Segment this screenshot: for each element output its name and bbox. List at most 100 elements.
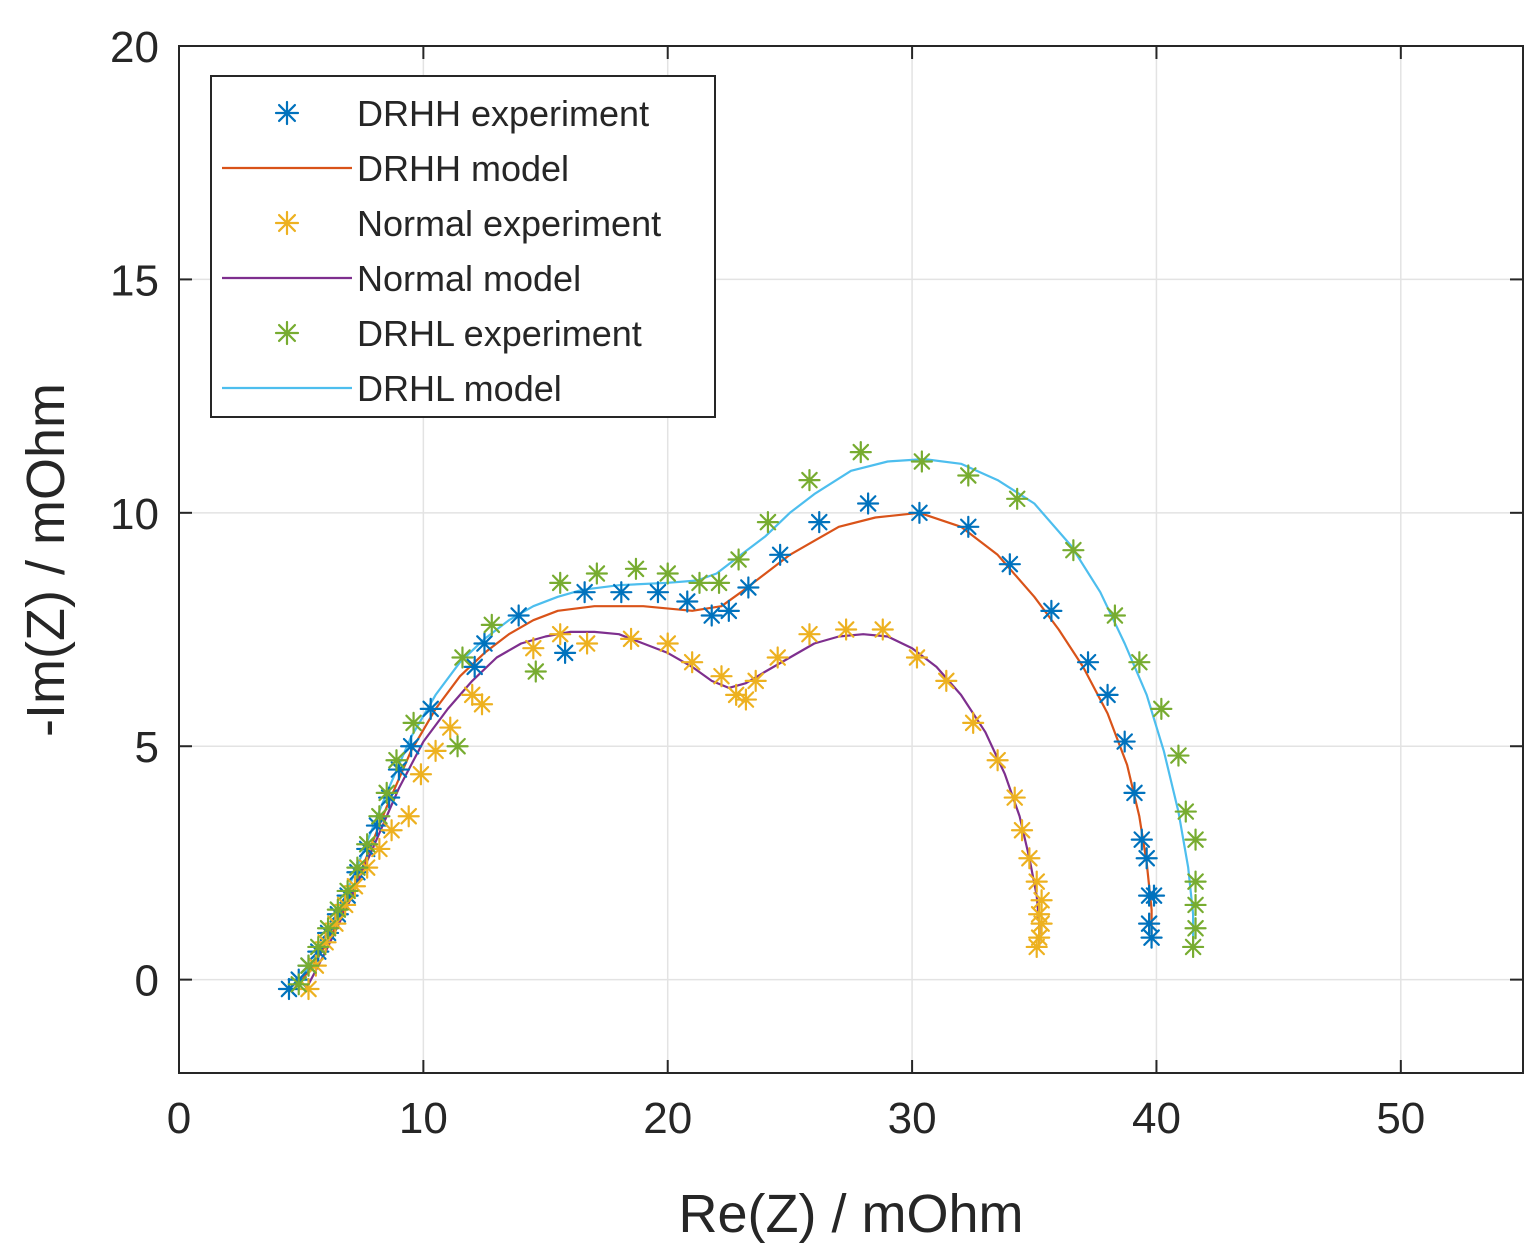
drhh-experiment-point [1096, 683, 1119, 706]
drhh-experiment-point [1040, 599, 1063, 622]
drhh-experiment-point [908, 501, 931, 524]
drhh-experiment-point [957, 515, 980, 538]
normal-experiment-point [734, 688, 758, 711]
drhl-experiment-point [336, 879, 359, 903]
normal-experiment-point [1025, 870, 1048, 893]
drhh-experiment-point [1076, 651, 1100, 674]
drhl-experiment-point [326, 898, 349, 921]
drhl-experiment-point [385, 749, 408, 772]
y-axis-label: -Im(Z) / mOhm [16, 383, 76, 737]
drhh-experiment-point [1113, 730, 1136, 753]
drhh-experiment-point [676, 590, 699, 613]
legend-label: DRHH experiment [357, 93, 649, 134]
normal-experiment-point [439, 716, 462, 739]
normal-experiment-point [575, 632, 599, 655]
legend-box [210, 75, 716, 418]
x-axis-label: Re(Z) / mOhm [679, 1184, 1024, 1244]
y-tick-label: 0 [135, 957, 159, 1006]
drhh-experiment-point [700, 604, 723, 627]
normal-experiment-point [681, 651, 704, 674]
drhl-experiment-point [707, 571, 731, 594]
drhh-experiment-series [277, 492, 1166, 1001]
normal-experiment-point [397, 805, 420, 828]
legend-marker-swatch [274, 320, 300, 346]
drhh-experiment-point [553, 641, 577, 664]
normal-model-line [305, 630, 1041, 990]
drhl-experiment-point [727, 548, 750, 571]
drhh-experiment-point [1123, 781, 1146, 805]
x-tick-label: 50 [1376, 1094, 1425, 1143]
drhl-experiment-point [356, 833, 379, 856]
normal-experiment-point [1028, 903, 1051, 926]
drhl-experiment-point [849, 441, 872, 464]
drhl-experiment-point [480, 613, 503, 636]
drhl-experiment-point [549, 571, 572, 594]
drhl-experiment-point [1006, 487, 1029, 510]
drhh-experiment-point [998, 553, 1021, 576]
drhl-experiment-point [1184, 870, 1207, 893]
y-tick-label: 5 [135, 723, 159, 772]
drhl-experiment-point [1062, 539, 1085, 562]
drhh-experiment-point [1130, 828, 1153, 851]
drhl-experiment-point [368, 805, 391, 828]
drhl-experiment-point [1184, 917, 1207, 940]
legend-marker-swatch [274, 210, 300, 236]
drhh-experiment-point [365, 814, 389, 837]
drhl-experiment-point [316, 917, 340, 940]
x-tick-label: 10 [399, 1094, 448, 1143]
legend-entry-drhl-model: DRHL model [222, 368, 562, 409]
normal-experiment-point [1030, 889, 1053, 912]
drhh-experiment-point [808, 511, 831, 534]
legend-label: DRHL experiment [357, 313, 642, 354]
drhh-experiment-point [473, 632, 496, 655]
y-tick-label: 10 [110, 490, 159, 539]
drhl-experiment-point [957, 464, 980, 487]
drhl-experiment-point [756, 511, 780, 534]
normal-experiment-point [297, 977, 320, 1001]
normal-experiment-point [835, 618, 858, 641]
normal-experiment-point [1025, 935, 1048, 959]
drhl-experiment-point [910, 450, 933, 473]
drhh-experiment-point [1138, 884, 1161, 907]
drhl-experiment-point [624, 557, 648, 580]
drhh-experiment-point [717, 599, 740, 622]
x-tick-label: 40 [1132, 1094, 1181, 1143]
drhl-experiment-point [1184, 828, 1207, 851]
legend-entry-normal-experiment: Normal experiment [274, 203, 661, 244]
drhl-experiment-point [524, 660, 547, 683]
drhh-experiment-point [737, 576, 760, 599]
normal-experiment-point [380, 819, 403, 842]
normal-experiment-point [935, 669, 958, 692]
normal-experiment-point [470, 693, 494, 716]
drhl-experiment-point [798, 469, 821, 492]
x-tick-label: 20 [643, 1094, 692, 1143]
normal-experiment-point [1010, 819, 1034, 842]
legend-label: DRHH model [357, 148, 569, 189]
drhh-experiment-point [573, 581, 596, 604]
normal-experiment-series [297, 618, 1053, 1001]
drhl-experiment-point [656, 562, 679, 585]
drhh-experiment-point [507, 604, 530, 627]
legend-label: Normal experiment [357, 203, 661, 244]
drhl-experiment-point [402, 711, 425, 734]
drhh-experiment-point [419, 697, 442, 720]
drhl-experiment-point [1103, 604, 1127, 627]
normal-experiment-point [905, 646, 929, 669]
normal-experiment-point [871, 618, 894, 641]
drhl-experiment-point [585, 562, 608, 585]
drhl-experiment-point [451, 646, 474, 669]
drhl-experiment-point [1128, 651, 1151, 674]
normal-experiment-point [1018, 847, 1041, 870]
normal-experiment-point [409, 763, 433, 786]
drhh-experiment-point [1135, 847, 1158, 870]
legend-entry-normal-model: Normal model [222, 258, 581, 299]
drhh-experiment-point [1138, 912, 1161, 935]
drhl-experiment-point [1167, 744, 1190, 767]
normal-experiment-point [1030, 912, 1053, 935]
drhl-experiment-point [346, 856, 369, 879]
drhl-experiment-point [1174, 800, 1197, 823]
drhl-experiment-point [1150, 697, 1173, 720]
plot-frame [178, 45, 1524, 1074]
drhh-experiment-point [463, 655, 486, 678]
